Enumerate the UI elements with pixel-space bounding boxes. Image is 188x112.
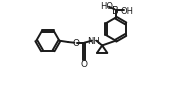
Text: O: O bbox=[81, 59, 88, 68]
Text: B: B bbox=[112, 6, 119, 16]
Text: O: O bbox=[72, 39, 79, 48]
Text: NH: NH bbox=[88, 36, 100, 45]
Text: HO: HO bbox=[100, 2, 113, 11]
Text: OH: OH bbox=[121, 7, 134, 15]
